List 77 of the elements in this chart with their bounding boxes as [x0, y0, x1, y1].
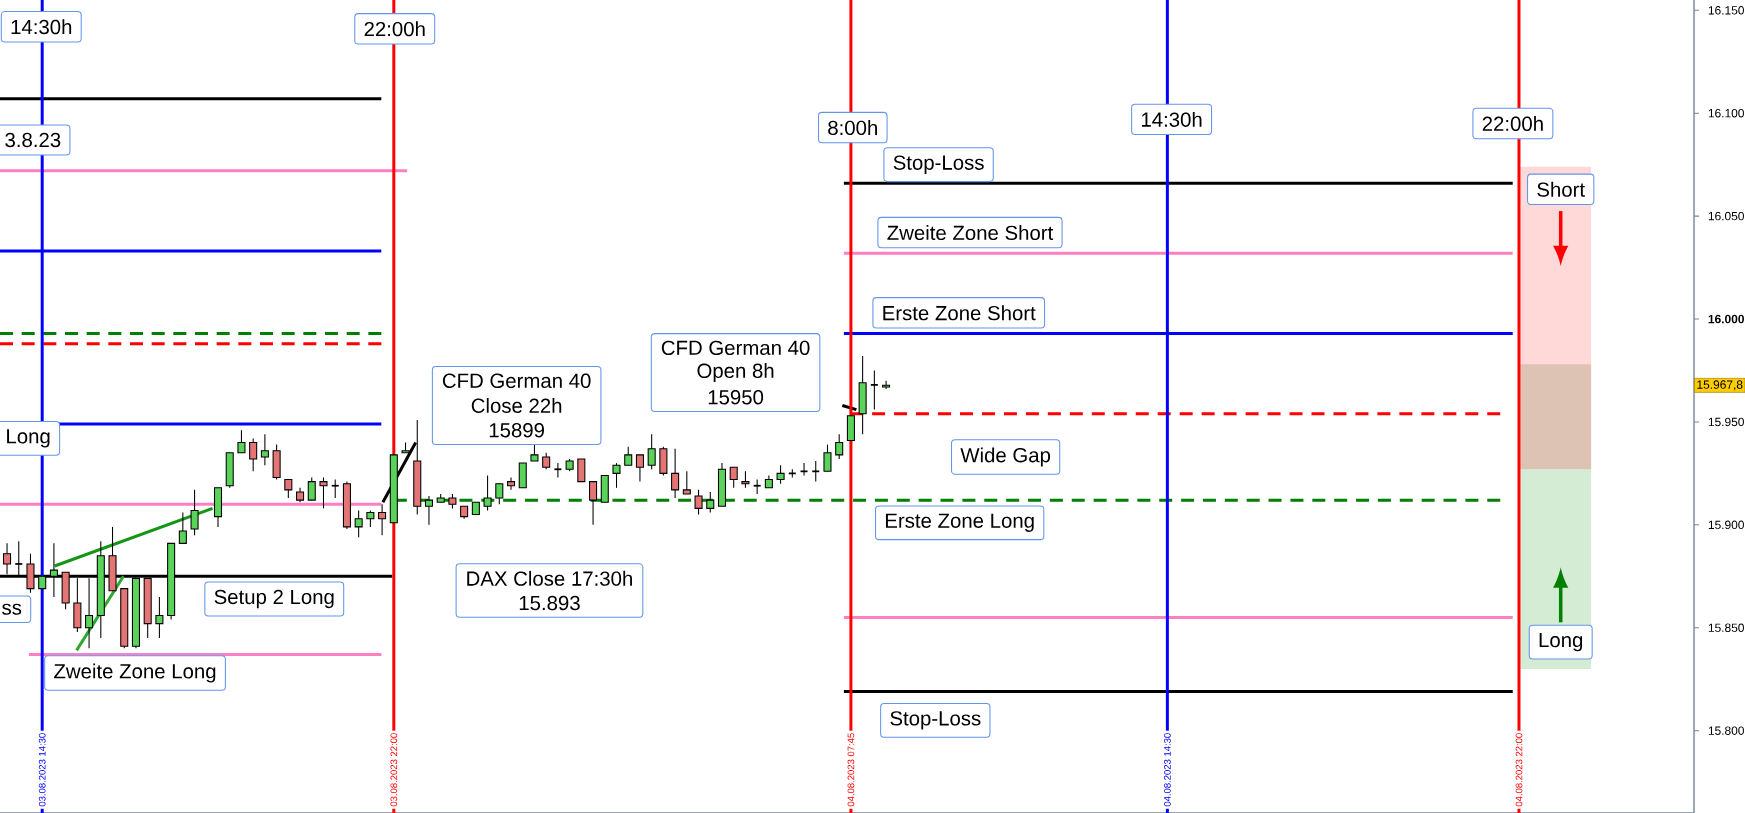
annotation: Stop-Loss	[893, 155, 984, 174]
candlestick	[811, 460, 821, 483]
annotation: Long	[1539, 633, 1583, 652]
candlestick	[506, 476, 516, 491]
x-tick-label: 04.08.2023 22:00	[1515, 733, 1523, 807]
y-tick-label: 16.150	[1708, 6, 1744, 15]
annotation: CFD German 40	[442, 373, 591, 389]
annotation: Stop-Loss	[890, 711, 981, 730]
annotation: Setup 2 Long	[214, 589, 334, 609]
candlestick	[612, 462, 621, 489]
annotation: 14:30h	[1141, 111, 1202, 127]
candlestick	[823, 444, 832, 472]
candlestick	[706, 491, 715, 514]
candlestick	[249, 437, 258, 472]
annotation: 14:30h	[11, 19, 72, 35]
candlestick	[682, 470, 691, 495]
annotation: Open 8h	[697, 363, 774, 383]
annotation: 8:00h	[828, 120, 877, 136]
annotation: Short	[1537, 181, 1585, 197]
annotation: Long	[7, 429, 50, 448]
y-tick-label: 16.100	[1708, 108, 1744, 118]
candlestick	[319, 476, 328, 509]
candlestick	[694, 489, 703, 516]
candlestick	[752, 479, 762, 495]
annotation: 15950	[708, 390, 764, 405]
candlestick	[869, 369, 879, 411]
annotation: 15899	[489, 422, 544, 438]
x-tick-label: 03.08.2023 22:00	[390, 733, 398, 807]
y-tick-label: 15.800	[1708, 726, 1744, 735]
annotation: DAX Close 17:30h	[467, 570, 632, 586]
candlestick	[647, 433, 656, 470]
y-tick-label: 16.000	[1708, 314, 1744, 324]
candlestick	[624, 446, 633, 466]
candlestick	[378, 503, 387, 536]
candlestick	[577, 458, 586, 483]
candlestick	[424, 495, 433, 526]
annotation: Zweite Zone Short	[887, 225, 1054, 241]
candlestick	[354, 509, 363, 538]
candlestick	[799, 462, 809, 476]
candlestick	[776, 464, 785, 485]
annotation: CFD German 40	[661, 340, 810, 356]
annotation: ss	[2, 603, 22, 615]
annotation: Wide Gap	[960, 447, 1051, 467]
candlestick	[589, 481, 598, 526]
text: 15.967,8	[1697, 380, 1743, 391]
candlestick	[307, 476, 316, 501]
x-tick-label: 04.08.2023 14:30	[1164, 733, 1171, 807]
y-tick-label: 15.850	[1708, 623, 1744, 632]
candlestick	[330, 479, 340, 499]
candlestick	[495, 483, 504, 505]
annotation: 3.8.23	[5, 132, 61, 148]
candlestick	[284, 479, 293, 499]
annotation: 22:00h	[1482, 116, 1543, 131]
candlestick	[178, 511, 187, 544]
candlestick	[190, 489, 199, 536]
candlestick	[260, 433, 269, 466]
annotation: Erste Zone Short	[883, 305, 1036, 321]
x-tick-label: 04.08.2023 07:45	[847, 733, 855, 807]
candlestick	[237, 429, 246, 454]
annotation: Close 22h	[471, 397, 562, 413]
y-tick-label: 16.050	[1708, 211, 1744, 221]
annotation: Zweite Zone Long	[54, 663, 216, 683]
candlestick	[553, 462, 563, 479]
candlestick	[671, 448, 680, 499]
candlestick	[729, 466, 738, 489]
x-tick-label: 03.08.2023 14:30	[38, 733, 46, 807]
candlestick	[882, 380, 891, 390]
candlestick	[635, 454, 644, 483]
candlestick	[835, 433, 844, 460]
candlestick	[155, 596, 164, 639]
y-tick-label: 15.950	[1708, 417, 1744, 427]
annotation: Erste Zone Long	[885, 513, 1034, 532]
y-tick-label: 15.900	[1708, 520, 1744, 530]
candlestick	[483, 474, 492, 511]
bar	[1520, 364, 1592, 470]
annotation: 15.893	[519, 595, 580, 611]
annotation: 22:00h	[364, 21, 425, 37]
